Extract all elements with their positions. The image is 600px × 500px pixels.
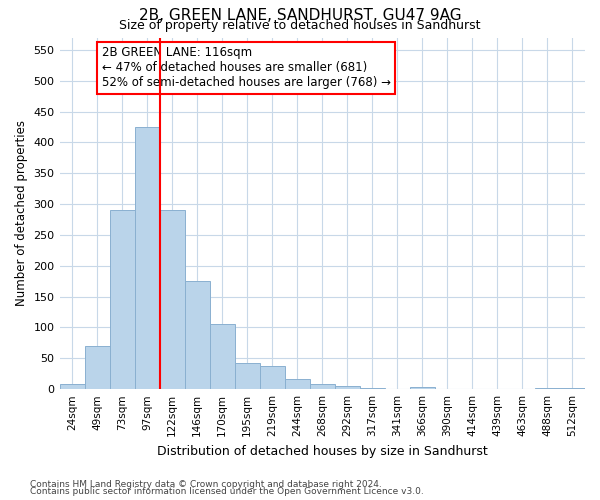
Bar: [185, 281, 209, 389]
Bar: [360, 388, 385, 389]
Bar: [560, 388, 585, 389]
Bar: [85, 346, 110, 389]
Bar: [235, 362, 260, 389]
Bar: [134, 127, 160, 389]
Bar: [160, 210, 185, 389]
Bar: [59, 384, 85, 389]
Text: 2B GREEN LANE: 116sqm
← 47% of detached houses are smaller (681)
52% of semi-det: 2B GREEN LANE: 116sqm ← 47% of detached …: [101, 46, 391, 90]
Bar: [535, 388, 560, 389]
Bar: [209, 324, 235, 389]
Bar: [385, 388, 410, 389]
Text: 2B, GREEN LANE, SANDHURST, GU47 9AG: 2B, GREEN LANE, SANDHURST, GU47 9AG: [139, 8, 461, 22]
Text: Contains HM Land Registry data © Crown copyright and database right 2024.: Contains HM Land Registry data © Crown c…: [30, 480, 382, 489]
Bar: [335, 386, 360, 389]
Bar: [485, 388, 510, 389]
Bar: [285, 378, 310, 389]
Text: Contains public sector information licensed under the Open Government Licence v3: Contains public sector information licen…: [30, 488, 424, 496]
Bar: [110, 210, 134, 389]
X-axis label: Distribution of detached houses by size in Sandhurst: Distribution of detached houses by size …: [157, 444, 488, 458]
Bar: [260, 366, 285, 389]
Bar: [310, 384, 335, 389]
Bar: [410, 388, 435, 389]
Text: Size of property relative to detached houses in Sandhurst: Size of property relative to detached ho…: [119, 18, 481, 32]
Y-axis label: Number of detached properties: Number of detached properties: [15, 120, 28, 306]
Bar: [435, 388, 460, 389]
